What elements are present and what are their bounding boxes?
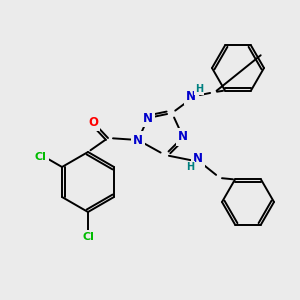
Text: Cl: Cl [35,152,46,162]
Text: N: N [193,152,203,164]
Text: N: N [143,112,153,124]
Text: Cl: Cl [82,232,94,242]
Text: H: H [186,162,194,172]
Text: O: O [88,116,98,128]
Text: H: H [195,84,203,94]
Text: N: N [133,134,143,146]
Text: N: N [178,130,188,143]
Text: N: N [186,89,196,103]
